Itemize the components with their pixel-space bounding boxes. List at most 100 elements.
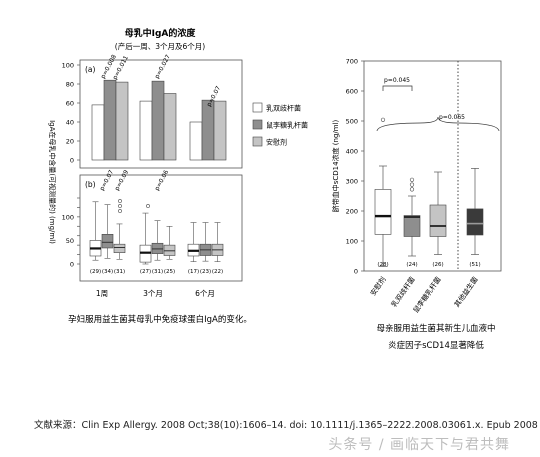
left-chart: 母乳中IgA的浓度 (产后一周、3个月及6个月) IgA在母乳中含量(可视测量的… — [48, 27, 308, 325]
bar — [115, 81, 129, 161]
bar — [201, 99, 215, 161]
outlier-point — [409, 177, 415, 182]
significance-bracket — [382, 85, 413, 91]
sample-size-label: (51) — [469, 262, 480, 268]
panel-a-frame — [79, 59, 243, 169]
right-tick-label: 600 — [346, 88, 358, 96]
bar — [103, 79, 117, 161]
left-caption: 孕妇服用益生菌其母乳中免疫球蛋白IgA的变化。 — [68, 314, 252, 325]
outlier-point — [118, 199, 122, 203]
panel-b-y-axis: 0 50 100 — [62, 197, 80, 269]
box — [113, 243, 126, 253]
panel-b-frame — [79, 174, 243, 282]
sample-size-label: (26) — [432, 262, 443, 268]
box — [466, 208, 484, 236]
bar — [189, 121, 203, 161]
panel-a-tick-label: 20 — [66, 138, 74, 146]
sample-size-label: (22) — [212, 269, 223, 275]
p-value-label: p=0.027 — [154, 54, 172, 80]
outlier-point — [146, 204, 150, 208]
sample-size-label: (17) — [188, 269, 199, 275]
p-value-label: p=0.045 — [384, 77, 410, 84]
group-brace — [376, 116, 500, 132]
p-value-label: p=0.065 — [439, 114, 465, 121]
panel-b-boxes — [89, 199, 224, 265]
right-boxes: (28) (24) (26) (51) — [374, 117, 484, 268]
right-tick-label: 100 — [346, 238, 358, 246]
right-tick-label: 400 — [346, 148, 358, 156]
bar — [163, 93, 177, 161]
legend-label: 鼠李糖乳杆菌 — [266, 121, 308, 130]
panel-a-tick-label: 60 — [66, 100, 74, 108]
watermark: 头条号 / 画临天下与君共舞 — [328, 437, 510, 453]
box — [374, 189, 392, 235]
panel-a-bars — [91, 79, 227, 161]
panel-b-tick-label: 0 — [70, 261, 74, 269]
x-tick-label: 6个月 — [195, 289, 215, 298]
bar — [151, 80, 165, 161]
right-tick-label: 0 — [354, 268, 358, 276]
sample-size-label: (28) — [377, 262, 388, 268]
bar — [213, 100, 227, 161]
right-caption-line-2: 炎症因子sCD14显著降低 — [388, 340, 484, 351]
panel-a-tick-label: 100 — [62, 62, 74, 70]
panel-b-annotations: p=0.07p=0.09 p=0.06(29) (34) (31) (27) (31) (2… — [90, 169, 223, 275]
outlier-point — [409, 187, 415, 192]
p-value-label: p=0.06 — [154, 169, 171, 192]
sample-size-label: (31) — [152, 269, 163, 275]
legend-swatch — [252, 102, 263, 113]
panel-a-tag: (a) — [85, 65, 96, 74]
x-tick-label: 其他益生菌 — [452, 275, 479, 309]
bar — [139, 100, 153, 161]
source-citation: 文献来源：Clin Exp Allergy. 2008 Oct;38(10):1… — [34, 420, 540, 431]
panel-a-tick-label: 80 — [66, 81, 74, 89]
panel-a-y-axis: 0 20 40 60 80 100 — [62, 62, 80, 165]
right-tick-label: 700 — [346, 58, 358, 66]
panel-b-tick-label: 50 — [66, 237, 74, 245]
p-value-label: p=0.09 — [114, 169, 131, 192]
x-tick-label: 安慰剂 — [368, 275, 387, 297]
box — [101, 234, 114, 249]
x-tick-label: 1周 — [96, 289, 108, 298]
left-chart-subtitle: (产后一周、3个月及6个月) — [115, 41, 205, 51]
panel-a-tick-label: 40 — [66, 119, 74, 127]
left-chart-ylabel: IgA在母乳中含量(可视测量的) (mg/ml) — [48, 120, 57, 244]
right-tick-label: 200 — [346, 208, 358, 216]
sample-size-label: (25) — [164, 269, 175, 275]
legend-label: 安慰剂 — [266, 138, 287, 147]
outlier-point — [118, 204, 122, 208]
bar — [91, 104, 105, 161]
legend-swatch — [252, 119, 263, 130]
sample-size-label: (27) — [140, 269, 151, 275]
left-chart-title: 母乳中IgA的浓度 — [125, 27, 197, 39]
sample-size-label: (24) — [406, 262, 417, 268]
sample-size-label: (23) — [200, 269, 211, 275]
box — [403, 215, 421, 237]
right-annotations: p=0.045 p=0.065 — [376, 77, 500, 132]
outlier-point — [409, 182, 415, 187]
x-tick-label: 3个月 — [143, 289, 163, 298]
right-tick-label: 300 — [346, 178, 358, 186]
outlier-point — [380, 117, 386, 122]
box — [429, 204, 447, 237]
left-x-tick-labels: 1周 3个月 6个月 — [96, 289, 215, 298]
panel-b-tick-label: 100 — [62, 213, 74, 221]
legend-swatch — [252, 136, 263, 147]
right-tick-label: 500 — [346, 118, 358, 126]
sample-size-label: (31) — [114, 269, 125, 275]
panel-b-tag: (b) — [85, 180, 96, 189]
sample-size-label: (34) — [102, 269, 113, 275]
sample-size-label: (29) — [90, 269, 101, 275]
right-caption-line-1: 母亲服用益生菌其新生儿血液中 — [376, 323, 495, 334]
x-tick-label: 乳双歧杆菌 — [389, 275, 416, 309]
panel-a-tick-label: 0 — [70, 157, 74, 165]
right-chart-ylabel: 脐带血中sCD14浓度 (ng/ml) — [331, 119, 340, 212]
outlier-point — [118, 209, 122, 213]
right-chart: 脐带血中sCD14浓度 (ng/ml) 0 100 200 300 400 500 600 7… — [331, 58, 502, 351]
legend-label: 乳双歧杆菌 — [266, 104, 301, 113]
right-plot-frame — [363, 60, 502, 272]
